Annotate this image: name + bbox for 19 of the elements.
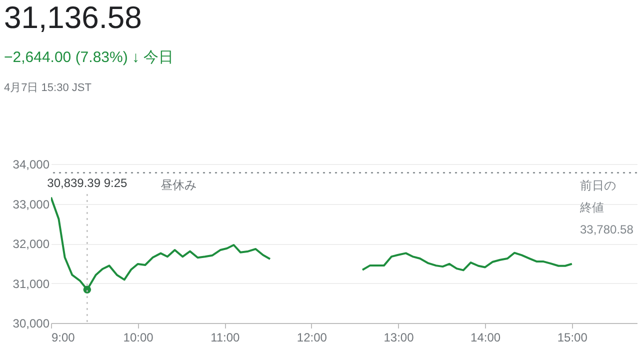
- annotation: 昼休み: [160, 178, 197, 192]
- x-tick-label: 9:00: [52, 330, 76, 344]
- x-tick-label: 10:00: [123, 330, 154, 344]
- line-series: [361, 252, 573, 272]
- y-tick-label: 30,000: [12, 316, 50, 330]
- chart-title: 31,136.58: [4, 0, 142, 36]
- ref-line-label: 30,839.39 9:25: [47, 176, 128, 190]
- y-tick-label: 34,000: [12, 158, 50, 172]
- y-tick-label: 33,000: [12, 197, 50, 212]
- ref-line-label: 前日の終値33,780.58: [579, 178, 634, 237]
- y-tick-label: 31,000: [12, 276, 50, 291]
- x-tick-label: 11:00: [210, 330, 240, 344]
- text: 4月7日 15:30 JST: [4, 81, 92, 95]
- x-tick-label: 15:00: [557, 330, 588, 344]
- y-tick-label: 32,000: [12, 237, 50, 251]
- x-tick-label: 13:00: [384, 330, 414, 344]
- x-tick-label: 14:00: [470, 330, 501, 344]
- x-tick-label: 12:00: [296, 330, 328, 344]
- chart-subtitle: −2,644.00 (7.83%) ↓ 今日: [4, 48, 174, 67]
